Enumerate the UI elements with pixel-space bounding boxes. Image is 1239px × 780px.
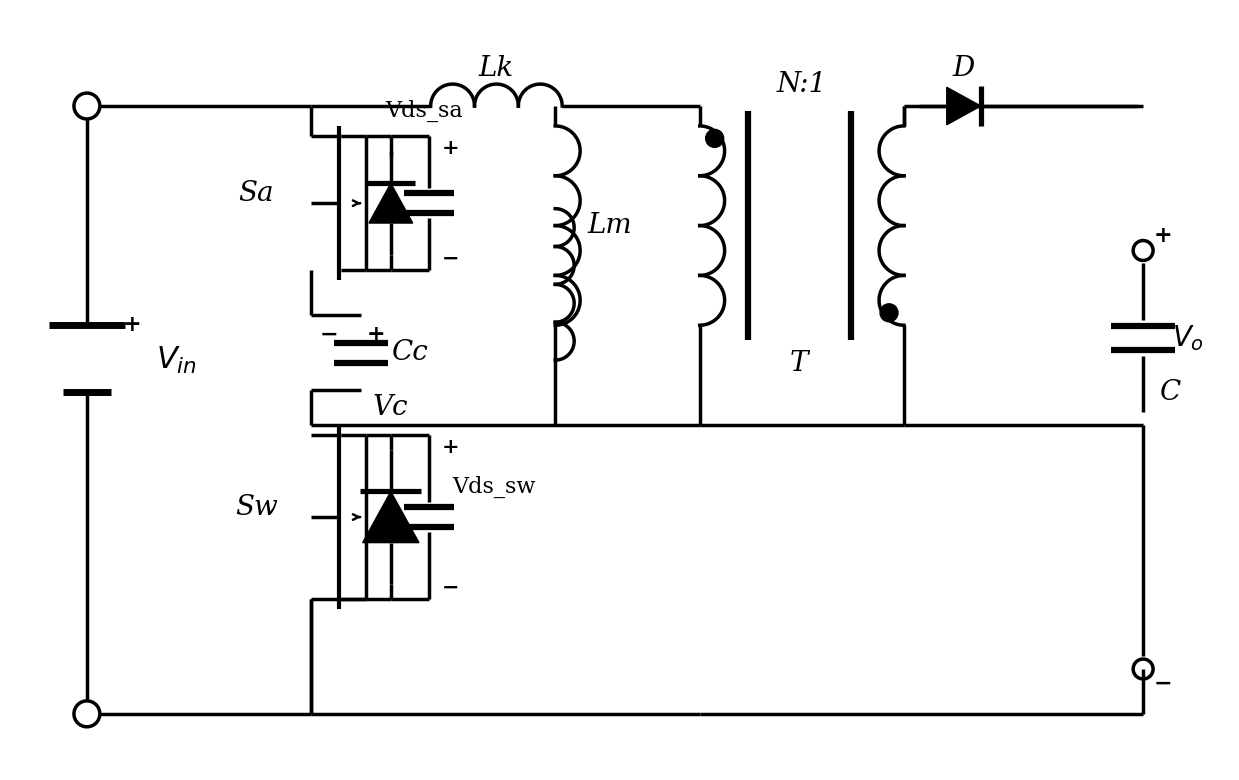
Text: −: − <box>442 577 460 597</box>
Text: −: − <box>442 249 460 268</box>
Text: Vds_sw: Vds_sw <box>452 476 535 498</box>
Text: T: T <box>790 349 809 377</box>
Text: N:1: N:1 <box>777 71 826 98</box>
Polygon shape <box>947 87 981 125</box>
Text: Sa: Sa <box>239 179 274 207</box>
Text: D: D <box>953 55 975 82</box>
Text: +: + <box>442 138 460 158</box>
Text: Vc: Vc <box>373 394 409 421</box>
Text: +: + <box>123 314 141 336</box>
Circle shape <box>880 303 898 321</box>
Polygon shape <box>369 183 413 223</box>
Polygon shape <box>363 491 419 543</box>
Text: Lm: Lm <box>587 212 632 239</box>
Text: Sw: Sw <box>235 494 278 520</box>
Text: +: + <box>1154 225 1172 246</box>
Text: $V_{in}$: $V_{in}$ <box>156 345 197 376</box>
Text: C: C <box>1161 379 1182 406</box>
Text: −: − <box>1154 673 1172 695</box>
Text: Lk: Lk <box>478 55 514 82</box>
Text: +: + <box>367 324 385 346</box>
Text: +: + <box>442 437 460 457</box>
Text: Cc: Cc <box>393 339 429 366</box>
Circle shape <box>706 129 724 147</box>
Text: $V_o$: $V_o$ <box>1172 323 1204 353</box>
Text: −: − <box>320 324 338 346</box>
Text: Vds_sa: Vds_sa <box>385 100 462 122</box>
